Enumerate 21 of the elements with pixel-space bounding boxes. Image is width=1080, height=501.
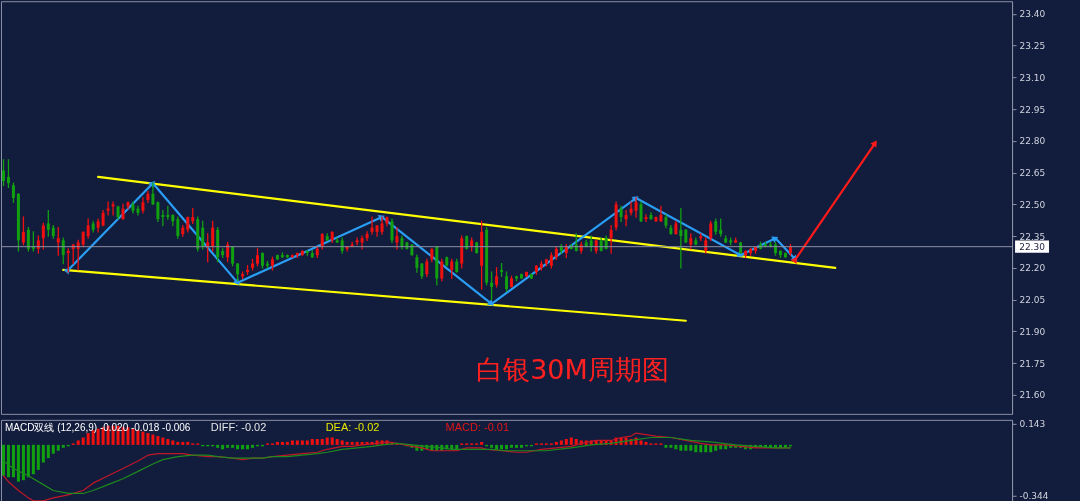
- y-tick-label: -0.344: [1019, 491, 1049, 501]
- annotation: DEA: -0.02: [325, 420, 380, 433]
- y-tick-label: 22.50: [1019, 199, 1046, 210]
- annotation: DIFF: -0.02: [210, 420, 267, 433]
- text: 白银30M周期图: [476, 353, 669, 385]
- y-tick-label: 22.20: [1019, 263, 1046, 274]
- y-tick-label: 23.10: [1019, 72, 1046, 83]
- y-tick-label: 22.65: [1019, 168, 1046, 179]
- chart-title: MACD双线 (12,26,9) -0.020 -0.018 -0.006: [5, 421, 191, 433]
- y-tick-label: 21.60: [1019, 390, 1046, 401]
- y-tick-label: 23.40: [1019, 9, 1046, 20]
- y-tick-label: 21.75: [1019, 358, 1046, 369]
- ref-line-label: 22.30: [1019, 241, 1046, 252]
- y-tick-label: 22.95: [1019, 104, 1046, 115]
- y-tick-label: 22.35: [1019, 231, 1046, 242]
- annotation: MACD: -0.01: [445, 420, 509, 433]
- y-tick-label: 22.05: [1019, 295, 1046, 306]
- y-tick-label: 22.80: [1019, 136, 1046, 147]
- y-tick-label: 0.143: [1019, 419, 1046, 430]
- y-tick-label: 21.90: [1019, 326, 1046, 337]
- y-tick-label: 23.25: [1019, 41, 1046, 52]
